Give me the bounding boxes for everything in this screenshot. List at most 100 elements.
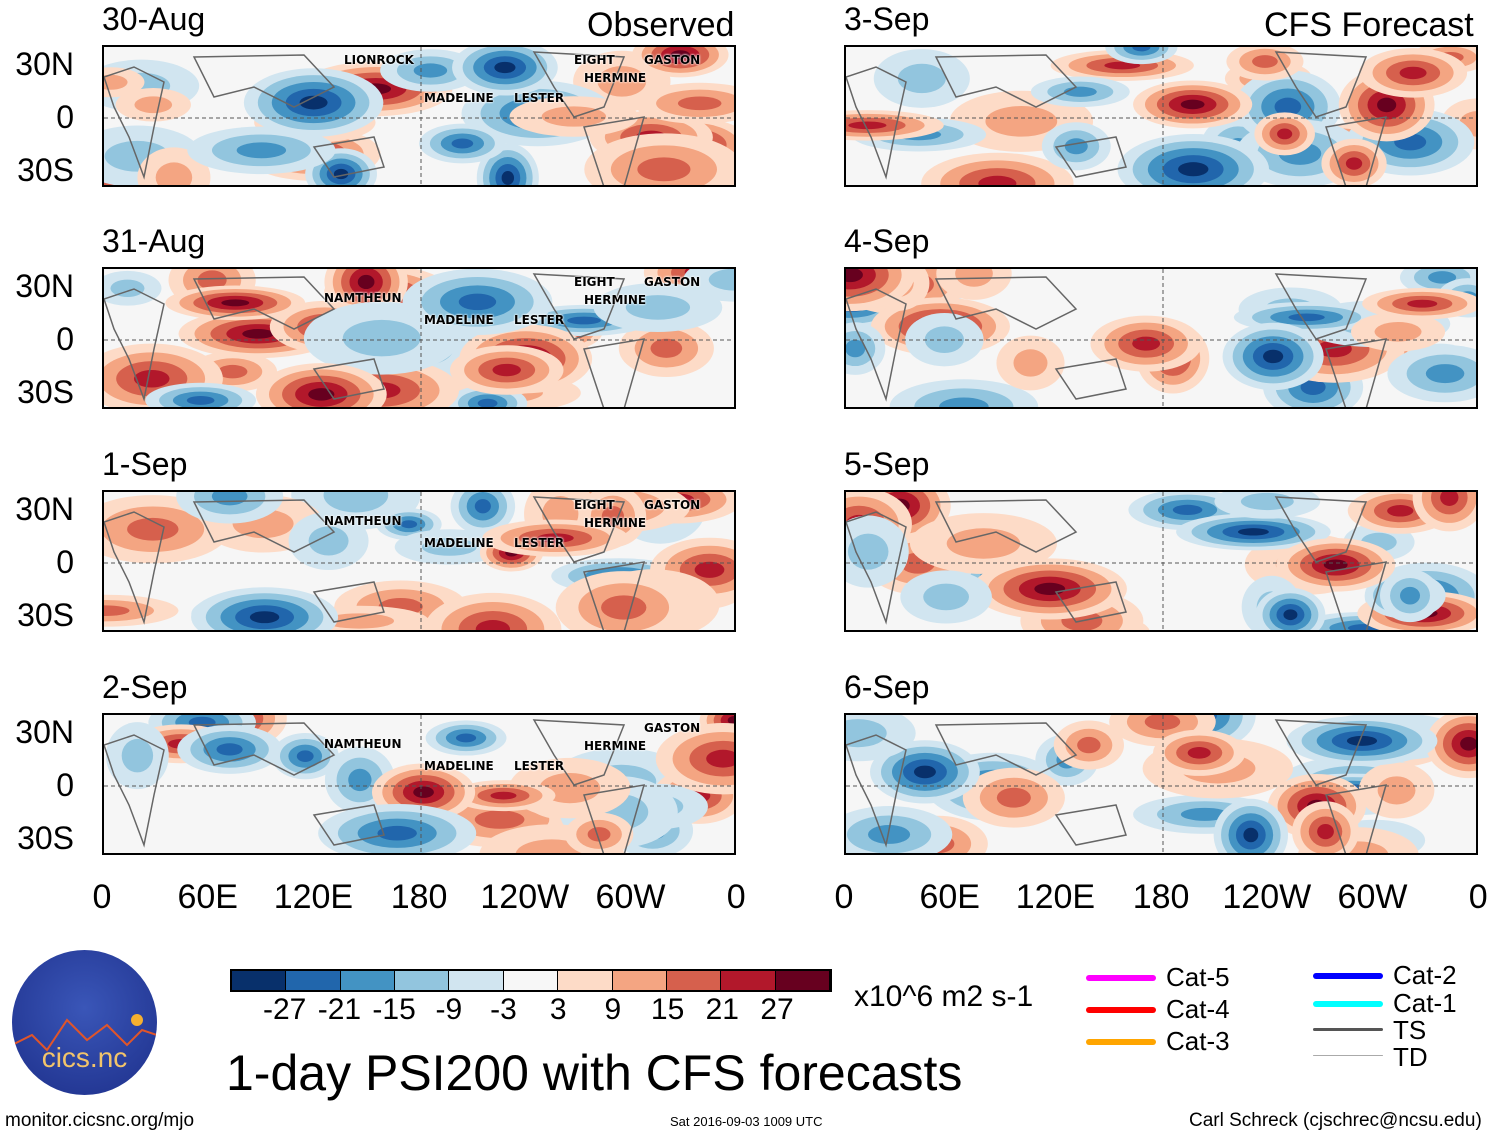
contour-blob xyxy=(422,538,477,556)
contour-blob xyxy=(242,328,275,339)
contour-blob xyxy=(296,750,314,762)
map-panel: NAMTHEUN MADELINE LESTER EIGHT GASTON HERMINE xyxy=(102,267,736,409)
storm-label: LESTER xyxy=(514,91,565,105)
storm-label: MADELINE xyxy=(424,313,494,327)
contour-blob xyxy=(1399,66,1427,80)
lat-label: 30S xyxy=(17,820,74,856)
contour-blob xyxy=(1428,271,1457,284)
storm-label: MADELINE xyxy=(424,759,494,773)
contour-blob xyxy=(1425,364,1465,384)
map-panel xyxy=(844,490,1478,632)
contour-blob xyxy=(492,363,521,377)
lon-label: 120E xyxy=(273,878,354,916)
lat-label: 0 xyxy=(56,321,74,357)
colorbar-units: x10^6 m2 s-1 xyxy=(854,980,1034,1013)
contour-blob xyxy=(846,269,863,283)
legend-label: Cat-5 xyxy=(1166,962,1230,992)
contour-blob xyxy=(923,583,970,611)
storm-label: NAMTHEUN xyxy=(324,514,402,528)
contour-blob xyxy=(1377,776,1416,805)
contour-blob xyxy=(1374,322,1422,342)
contour-blob xyxy=(597,66,647,97)
storm-label: NAMTHEUN xyxy=(324,291,402,305)
contour-blob xyxy=(236,142,287,159)
storm-label: HERMINE xyxy=(584,516,647,530)
contour-blob xyxy=(1187,747,1211,759)
contour-blob xyxy=(625,295,691,320)
contour-blob xyxy=(1077,736,1101,754)
contour-blob xyxy=(1300,379,1326,396)
contour-blob xyxy=(186,396,215,405)
lon-label: 0 xyxy=(726,878,746,916)
contour-blob xyxy=(1274,97,1302,116)
contour-blob xyxy=(299,95,328,110)
legend-label: TD xyxy=(1393,1042,1428,1072)
contour-blob xyxy=(848,121,887,130)
contour-blob xyxy=(458,293,497,311)
contour-blob xyxy=(537,533,574,543)
legend-line-cat-2 xyxy=(1313,973,1383,979)
lat-label: 0 xyxy=(56,99,74,135)
colorbar-swatch xyxy=(395,971,450,990)
contour-blob xyxy=(847,533,889,570)
contour-blob xyxy=(1237,528,1269,536)
lon-label: 180 xyxy=(1132,878,1190,916)
contour-blob xyxy=(475,620,511,630)
storm-label: LESTER xyxy=(514,313,565,327)
contour-blob xyxy=(474,499,491,514)
contour-blob xyxy=(110,279,145,297)
contour-blob xyxy=(650,338,683,358)
colorbar-label: 21 xyxy=(705,993,739,1026)
contour-blob xyxy=(670,50,690,60)
storm-label: GASTON xyxy=(644,53,701,67)
lat-label: 30N xyxy=(15,491,74,527)
colorbar-label: -9 xyxy=(435,993,463,1026)
map-panel: LIONROCK MADELINE LESTER EIGHT GASTON HERMINE xyxy=(102,45,736,187)
contour-blob xyxy=(308,388,335,401)
storm-label: GASTON xyxy=(644,498,701,512)
contour-blob xyxy=(1178,162,1209,177)
storm-label: LESTER xyxy=(514,759,565,773)
map-panel: NAMTHEUN MADELINE LESTER GASTON HERMINE xyxy=(102,713,736,855)
contour-blob xyxy=(913,765,936,779)
cics-logo: cics.nc xyxy=(12,950,157,1095)
continent-outline xyxy=(104,719,646,853)
contour-blob xyxy=(846,719,887,748)
contour-blob xyxy=(1283,609,1298,621)
contour-blob xyxy=(217,364,248,379)
colorbar-label: 15 xyxy=(650,993,685,1026)
storm-label: GASTON xyxy=(644,721,701,735)
contour-blob xyxy=(1132,336,1161,351)
lat-label: 0 xyxy=(56,544,74,580)
lon-label: 60W xyxy=(595,878,666,916)
colorbar-label: 9 xyxy=(604,993,622,1026)
contour-blob xyxy=(1252,55,1278,68)
lon-label: 60E xyxy=(177,878,238,916)
colorbar-label: 3 xyxy=(549,993,567,1026)
colorbar-swatch xyxy=(612,971,667,990)
storm-label: LESTER xyxy=(514,536,565,550)
legend-line-cat-1 xyxy=(1313,1001,1383,1007)
contour-blob xyxy=(1460,736,1476,751)
colorbar-swatch xyxy=(286,971,341,990)
contour-blob xyxy=(1288,313,1325,322)
legend-label: Cat-4 xyxy=(1166,994,1230,1024)
continent-outline xyxy=(104,51,646,185)
colorbar xyxy=(230,969,832,992)
contour-blob xyxy=(1180,807,1229,821)
colorbar-swatch xyxy=(721,971,776,990)
map-panel xyxy=(844,713,1478,855)
contour-blob xyxy=(1323,559,1348,571)
contour-blob xyxy=(221,299,250,307)
footer-url[interactable]: monitor.cicsnc.org/mjo xyxy=(5,1110,195,1131)
contour-blob xyxy=(1345,157,1363,170)
contour-blob xyxy=(939,397,989,407)
lat-label: 30N xyxy=(15,714,74,750)
continent-outline xyxy=(846,496,1388,630)
legend-label: Cat-2 xyxy=(1393,960,1457,990)
contour-blob xyxy=(104,605,130,617)
legend-label: Cat-1 xyxy=(1393,988,1457,1018)
colorbar-label: -3 xyxy=(490,993,517,1026)
lon-label: 0 xyxy=(1468,878,1488,916)
contour-blob xyxy=(567,316,601,325)
